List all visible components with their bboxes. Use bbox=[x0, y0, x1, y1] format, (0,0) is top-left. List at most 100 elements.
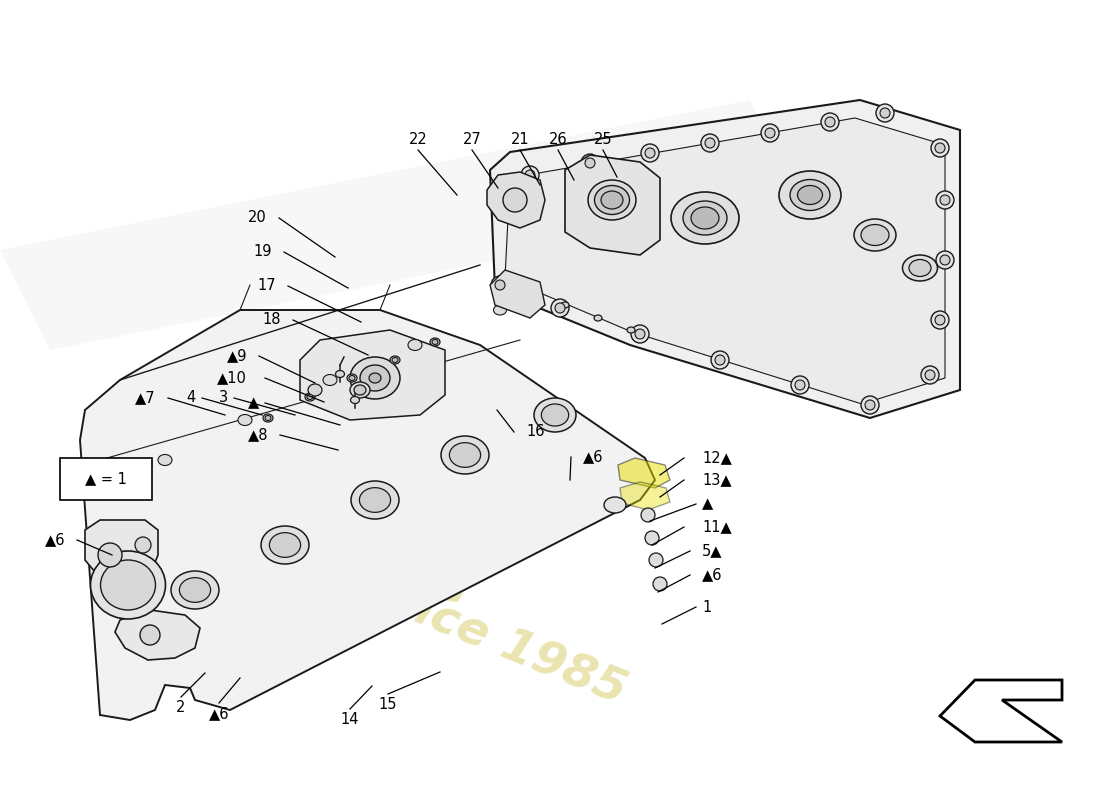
Circle shape bbox=[98, 543, 122, 567]
Text: ▲7: ▲7 bbox=[135, 390, 156, 406]
Ellipse shape bbox=[308, 384, 322, 396]
Circle shape bbox=[521, 166, 539, 184]
Circle shape bbox=[936, 191, 954, 209]
Text: ▲6: ▲6 bbox=[583, 450, 604, 465]
Ellipse shape bbox=[270, 533, 300, 558]
Ellipse shape bbox=[90, 551, 165, 619]
Circle shape bbox=[645, 531, 659, 545]
Circle shape bbox=[821, 113, 839, 131]
Circle shape bbox=[935, 143, 945, 153]
Circle shape bbox=[761, 124, 779, 142]
Polygon shape bbox=[85, 520, 158, 585]
Ellipse shape bbox=[408, 339, 422, 350]
Text: ▲6: ▲6 bbox=[702, 567, 723, 582]
Polygon shape bbox=[80, 310, 654, 720]
Polygon shape bbox=[487, 172, 544, 228]
Text: 20: 20 bbox=[249, 210, 267, 226]
Circle shape bbox=[705, 138, 715, 148]
Circle shape bbox=[795, 380, 805, 390]
Circle shape bbox=[940, 195, 950, 205]
Ellipse shape bbox=[534, 398, 576, 432]
Ellipse shape bbox=[683, 201, 727, 235]
Ellipse shape bbox=[346, 374, 358, 382]
Ellipse shape bbox=[360, 488, 390, 512]
Text: ▲6: ▲6 bbox=[44, 533, 65, 547]
Circle shape bbox=[556, 303, 565, 313]
Text: ▲ = 1: ▲ = 1 bbox=[85, 471, 126, 486]
Ellipse shape bbox=[351, 481, 399, 519]
Ellipse shape bbox=[354, 385, 366, 395]
Ellipse shape bbox=[360, 365, 390, 391]
Text: 27: 27 bbox=[463, 132, 482, 147]
Circle shape bbox=[715, 355, 725, 365]
Circle shape bbox=[940, 255, 950, 265]
Ellipse shape bbox=[336, 370, 344, 378]
Ellipse shape bbox=[307, 394, 314, 399]
Polygon shape bbox=[565, 155, 660, 255]
Circle shape bbox=[701, 134, 719, 152]
Circle shape bbox=[491, 276, 509, 294]
Circle shape bbox=[551, 299, 569, 317]
Ellipse shape bbox=[902, 255, 937, 281]
Text: 21: 21 bbox=[510, 132, 529, 147]
Circle shape bbox=[649, 553, 663, 567]
Text: 22: 22 bbox=[408, 132, 428, 147]
Text: 4: 4 bbox=[187, 390, 196, 406]
Text: 2: 2 bbox=[176, 700, 186, 715]
Polygon shape bbox=[620, 482, 670, 510]
Circle shape bbox=[645, 148, 654, 158]
Ellipse shape bbox=[323, 374, 337, 386]
Text: 3: 3 bbox=[219, 390, 228, 406]
Circle shape bbox=[791, 376, 808, 394]
Ellipse shape bbox=[263, 414, 273, 422]
Circle shape bbox=[936, 251, 954, 269]
Ellipse shape bbox=[350, 382, 370, 398]
Circle shape bbox=[935, 315, 945, 325]
Ellipse shape bbox=[601, 191, 623, 209]
Ellipse shape bbox=[368, 373, 381, 383]
Ellipse shape bbox=[432, 339, 438, 345]
Circle shape bbox=[764, 128, 776, 138]
Text: engine: engine bbox=[172, 436, 488, 624]
Text: 19: 19 bbox=[253, 245, 272, 259]
Text: 13▲: 13▲ bbox=[702, 473, 732, 487]
Ellipse shape bbox=[494, 305, 506, 315]
Ellipse shape bbox=[541, 404, 569, 426]
Circle shape bbox=[631, 325, 649, 343]
Polygon shape bbox=[490, 270, 544, 318]
Ellipse shape bbox=[392, 358, 398, 362]
Text: ▲: ▲ bbox=[702, 497, 713, 511]
Ellipse shape bbox=[854, 219, 896, 251]
Text: ▲: ▲ bbox=[248, 395, 258, 410]
Text: ▲10: ▲10 bbox=[217, 370, 248, 386]
Text: 15: 15 bbox=[378, 697, 397, 712]
Ellipse shape bbox=[604, 497, 626, 513]
Circle shape bbox=[876, 104, 894, 122]
Text: ▲8: ▲8 bbox=[248, 427, 268, 442]
Ellipse shape bbox=[798, 186, 823, 205]
Circle shape bbox=[495, 280, 505, 290]
Polygon shape bbox=[300, 330, 446, 420]
Circle shape bbox=[641, 508, 654, 522]
Ellipse shape bbox=[158, 454, 172, 466]
Circle shape bbox=[931, 139, 949, 157]
Ellipse shape bbox=[691, 207, 719, 229]
Circle shape bbox=[581, 154, 600, 172]
Text: 14: 14 bbox=[341, 712, 360, 727]
Circle shape bbox=[140, 625, 159, 645]
Text: 11▲: 11▲ bbox=[702, 519, 732, 534]
Text: 18: 18 bbox=[263, 313, 280, 327]
Circle shape bbox=[585, 158, 595, 168]
Text: 26: 26 bbox=[549, 132, 568, 147]
Text: 12▲: 12▲ bbox=[702, 450, 732, 466]
Ellipse shape bbox=[588, 180, 636, 220]
Ellipse shape bbox=[390, 356, 400, 364]
Ellipse shape bbox=[909, 259, 931, 277]
Text: 5▲: 5▲ bbox=[702, 543, 723, 558]
Text: 17: 17 bbox=[257, 278, 276, 294]
Circle shape bbox=[925, 370, 935, 380]
Circle shape bbox=[861, 396, 879, 414]
Polygon shape bbox=[618, 458, 670, 488]
Ellipse shape bbox=[594, 315, 602, 321]
Ellipse shape bbox=[430, 338, 440, 346]
